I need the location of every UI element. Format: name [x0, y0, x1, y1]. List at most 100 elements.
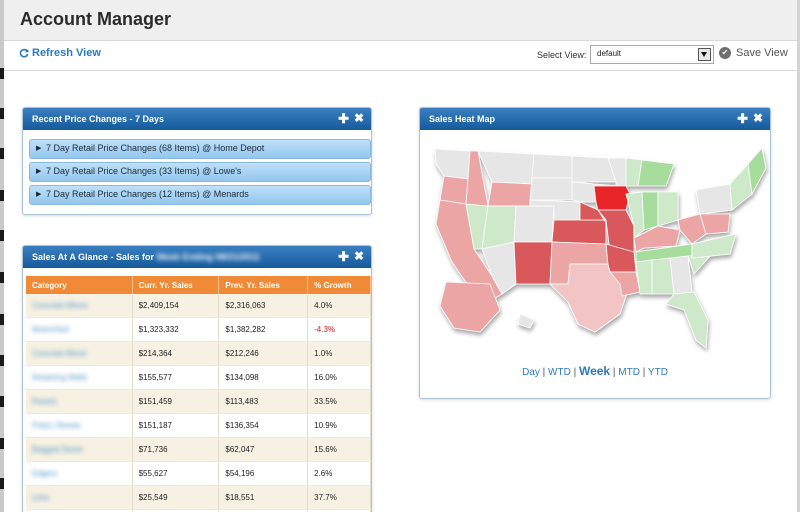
chevron-down-icon[interactable] — [698, 48, 711, 61]
growth-cell — [307, 509, 371, 512]
category-cell[interactable]: Retaining Walls — [26, 365, 133, 390]
category-cell-text[interactable]: Pavers — [32, 397, 57, 406]
page-title: Account Manager — [20, 9, 172, 29]
select-view-label: Select View: — [537, 50, 587, 60]
state-region[interactable] — [531, 153, 573, 179]
prev-sales-cell-text: $212,246 — [225, 349, 259, 358]
price-change-item[interactable]: ▶ 7 Day Retail Price Changes (68 Items) @… — [29, 139, 371, 159]
category-cell[interactable]: Lime — [26, 485, 133, 510]
column-header-curr-sales[interactable]: Curr. Yr. Sales — [132, 276, 220, 294]
growth-cell: 16.0% — [307, 365, 371, 390]
price-change-item[interactable]: ▶ 7 Day Retail Price Changes (33 Items) @… — [29, 162, 371, 182]
table-row: Pavers $151,459 $113,483 33.5% — [26, 389, 371, 414]
us-map-svg — [434, 147, 767, 349]
table-row: Concrete Block $214,364 $212,246 1.0% — [26, 341, 371, 366]
table-row: Edgers $55,627 $54,196 2.6% — [26, 461, 371, 486]
state-region[interactable] — [481, 241, 517, 295]
state-region[interactable] — [677, 213, 707, 245]
growth-cell-text: 1.0% — [314, 349, 333, 358]
prev-sales-cell: $113,483 — [218, 389, 309, 414]
curr-sales-cell-text: $1,323,332 — [138, 325, 179, 334]
state-region[interactable] — [669, 255, 693, 295]
state-region[interactable] — [513, 205, 555, 243]
category-cell[interactable]: PolyLi Stones — [26, 413, 133, 438]
prev-sales-cell: $18,551 — [218, 485, 309, 510]
state-region[interactable] — [657, 191, 679, 227]
refresh-icon — [19, 48, 29, 58]
category-cell-text[interactable]: Lime — [32, 493, 50, 502]
save-view-button[interactable]: ✔ Save View — [719, 47, 788, 59]
category-cell-text[interactable]: Retaining Walls — [32, 373, 88, 382]
state-region[interactable] — [439, 281, 501, 333]
state-region[interactable] — [434, 148, 471, 180]
category-cell[interactable]: Concrete Block — [26, 341, 133, 366]
category-cell-text[interactable]: Mulch/Soil — [32, 325, 69, 334]
growth-cell: 1.0% — [307, 341, 371, 366]
select-view-dropdown[interactable]: default — [590, 45, 714, 64]
period-mtd-link[interactable]: MTD — [618, 367, 640, 378]
period-ytd-link[interactable]: YTD — [647, 367, 668, 378]
growth-cell: 33.5% — [307, 389, 371, 414]
right-edge-strip — [797, 0, 800, 512]
growth-cell-text: 10.9% — [314, 421, 337, 430]
price-change-item[interactable]: ▶ 7 Day Retail Price Changes (12 Items) @… — [29, 185, 371, 205]
category-cell[interactable]: Concrete Mixes — [26, 294, 133, 318]
state-region[interactable] — [465, 150, 489, 207]
state-region[interactable] — [641, 191, 659, 231]
sales-glance-panel-header: Sales At A Glance - Sales for Week Endin… — [23, 246, 371, 268]
triangle-right-icon: ▶ — [36, 168, 42, 175]
select-view-value: default — [597, 49, 622, 58]
refresh-view-button[interactable]: Refresh View — [19, 47, 101, 59]
curr-sales-cell: $1,323,332 — [132, 317, 220, 342]
state-region[interactable] — [517, 313, 535, 329]
column-header-growth[interactable]: % Growth — [307, 276, 371, 294]
state-region[interactable] — [477, 150, 535, 185]
state-region[interactable] — [439, 175, 469, 205]
category-cell-text[interactable]: Edgers — [32, 469, 58, 478]
period-wtd-link[interactable]: WTD — [548, 367, 571, 378]
plus-icon[interactable]: ✚ — [737, 111, 748, 126]
plus-icon[interactable]: ✚ — [338, 111, 349, 126]
state-region[interactable] — [551, 219, 607, 245]
prev-sales-cell: $134,098 — [218, 365, 309, 390]
plus-icon[interactable]: ✚ — [338, 249, 349, 264]
state-region[interactable] — [665, 291, 709, 349]
state-region[interactable] — [625, 191, 645, 239]
close-icon[interactable]: ✖ — [353, 249, 364, 263]
triangle-right-icon: ▶ — [36, 191, 42, 198]
state-region[interactable] — [529, 177, 573, 201]
state-region[interactable] — [747, 147, 767, 196]
sales-table: Category Curr. Yr. Sales Prev. Yr. Sales… — [26, 276, 371, 512]
state-region[interactable] — [699, 213, 731, 235]
category-cell-text[interactable]: Concrete Mixes — [32, 301, 88, 310]
category-cell-text[interactable]: Concrete Block — [32, 349, 87, 358]
category-cell[interactable]: Mulch/Soil — [26, 317, 133, 342]
growth-cell-text: 2.6% — [314, 469, 333, 478]
period-week-link[interactable]: Week — [578, 364, 611, 378]
growth-cell: 4.0% — [307, 294, 371, 318]
column-header-category[interactable]: Category — [26, 276, 133, 294]
category-cell-text[interactable]: PolyLi Stones — [32, 421, 81, 430]
category-cell-text[interactable]: Bagged Stone — [32, 445, 83, 454]
state-region[interactable] — [513, 241, 553, 285]
growth-cell: 2.6% — [307, 461, 371, 486]
prev-sales-cell-text: $113,483 — [225, 397, 259, 406]
curr-sales-cell-text: $151,459 — [138, 397, 172, 406]
title-bar: Account Manager — [4, 0, 797, 41]
state-region[interactable] — [695, 183, 733, 215]
close-icon[interactable]: ✖ — [353, 111, 364, 125]
state-region[interactable] — [487, 181, 533, 207]
category-cell[interactable]: Pavers — [26, 389, 133, 414]
category-cell[interactable]: Misc — [26, 509, 133, 512]
period-day-link[interactable]: Day — [522, 367, 540, 378]
category-cell[interactable]: Bagged Stone — [26, 437, 133, 462]
close-icon[interactable]: ✖ — [752, 111, 763, 125]
state-region[interactable] — [691, 233, 737, 259]
column-header-prev-sales[interactable]: Prev. Yr. Sales — [218, 276, 309, 294]
state-region[interactable] — [637, 159, 675, 187]
category-cell[interactable]: Edgers — [26, 461, 133, 486]
state-region[interactable] — [593, 185, 631, 211]
state-region[interactable] — [609, 271, 641, 297]
toolbar: Refresh View Select View: default ✔ Save… — [4, 41, 797, 71]
heatmap-panel-header: Sales Heat Map ✚ ✖ — [420, 108, 770, 130]
